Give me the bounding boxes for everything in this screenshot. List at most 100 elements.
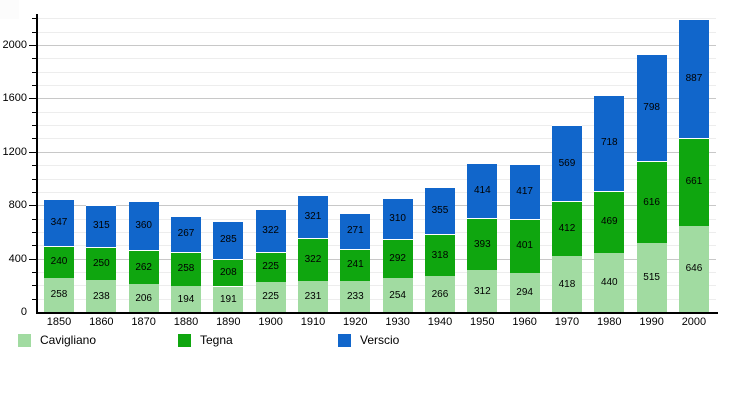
bar-segment-verscio-1960 (509, 163, 540, 220)
bar-value-label: 412 (558, 223, 576, 235)
legend-item-verscio: Verscio (338, 332, 399, 348)
bar-segment-tegna-1870 (128, 249, 159, 285)
bar-value-label: 322 (304, 254, 322, 266)
y-axis-label: 0 (20, 306, 27, 318)
bar-segment-cavigliano-1960 (509, 272, 540, 312)
y-axis-tick (32, 178, 36, 180)
bar-value-label: 312 (473, 285, 491, 297)
y-axis-tick (29, 98, 36, 100)
y-axis-tick (32, 245, 36, 247)
y-axis-tick (32, 138, 36, 140)
bar-segment-tegna-1860 (86, 246, 117, 281)
x-axis-label: 1960 (512, 316, 537, 328)
y-axis-tick (29, 45, 36, 46)
grid-minor-line (38, 285, 716, 287)
bar-value-label: 360 (135, 219, 152, 231)
bar-value-label: 569 (558, 157, 576, 169)
bar-value-label: 258 (50, 289, 68, 301)
y-axis-tick (32, 111, 36, 113)
bar-segment-tegna-1920 (340, 248, 371, 281)
x-axis-label: 2000 (681, 316, 707, 328)
bar-segment-verscio-1980 (594, 94, 625, 191)
grid-minor-line (38, 85, 716, 87)
y-axis-tick (32, 191, 36, 193)
bar-segment-verscio-1920 (340, 212, 371, 249)
x-axis-label: 1900 (258, 316, 283, 328)
x-axis-label: 1970 (554, 316, 580, 328)
y-axis-tick (32, 231, 36, 233)
grid-major-line (38, 45, 716, 46)
bar-segment-verscio-1900 (255, 208, 286, 252)
bar-segment-verscio-2000 (678, 19, 709, 138)
y-axis-tick (32, 58, 36, 60)
bar-segment-verscio-1970 (551, 125, 582, 202)
bar-value-label: 250 (92, 258, 110, 270)
bar-segment-tegna-1850 (44, 245, 74, 278)
y-axis-label: 800 (8, 199, 27, 212)
grid-major-line (38, 205, 716, 207)
bar-value-label: 225 (262, 291, 279, 303)
bar-value-label: 417 (516, 185, 533, 197)
bar-value-label: 347 (50, 216, 68, 228)
bar-value-label: 238 (92, 290, 110, 302)
bar-value-label: 401 (516, 240, 533, 252)
bar-segment-cavigliano-1990 (636, 243, 667, 312)
bar-segment-cavigliano-1890 (213, 286, 244, 312)
bar-value-label: 285 (219, 234, 237, 246)
bar-value-label: 258 (177, 263, 195, 275)
bar-segment-cavigliano-1870 (128, 284, 159, 312)
bar-segment-verscio-1860 (86, 204, 117, 247)
bar-segment-verscio-1990 (636, 54, 667, 161)
bar-segment-tegna-1930 (382, 239, 413, 279)
bar-segment-cavigliano-1860 (86, 280, 117, 312)
bar-segment-verscio-1940 (424, 186, 455, 235)
verscio-swatch (338, 333, 351, 347)
bar-value-label: 469 (600, 216, 618, 228)
legend-label-verscio: Verscio (360, 333, 400, 347)
grid-major-line (38, 151, 716, 153)
grid-minor-line (38, 111, 716, 113)
grid-major-line (38, 98, 716, 100)
y-axis-label: 1200 (2, 145, 27, 158)
y-axis-tick (32, 218, 36, 220)
bar-value-label: 718 (600, 137, 618, 149)
bar-value-label: 240 (50, 256, 68, 268)
bar-segment-tegna-1910 (297, 238, 328, 282)
x-axis-label: 1980 (597, 316, 622, 328)
bar-value-label: 233 (346, 290, 364, 302)
bar-segment-verscio-1850 (44, 199, 74, 246)
bar-segment-cavigliano-1970 (551, 256, 582, 312)
x-axis-label: 1950 (470, 316, 495, 328)
bar-value-label: 414 (473, 184, 491, 196)
grid-minor-line (38, 191, 716, 193)
legend-item-cavigliano: Cavigliano (18, 332, 96, 348)
x-axis-label: 1930 (385, 316, 410, 328)
bar-segment-cavigliano-1930 (382, 278, 413, 312)
y-axis-tick (29, 151, 36, 153)
bar-segment-tegna-1950 (467, 217, 498, 271)
bar-value-label: 315 (92, 220, 110, 232)
y-axis-label: 400 (8, 252, 27, 265)
bar-value-label: 515 (643, 272, 660, 284)
x-axis-label: 1910 (300, 316, 326, 328)
y-axis-tick (32, 71, 36, 73)
grid-minor-line (38, 18, 716, 20)
y-axis-label: 2000 (2, 39, 27, 51)
bar-value-label: 271 (346, 225, 364, 237)
bar-value-label: 194 (177, 293, 195, 305)
bar-value-label: 225 (262, 261, 279, 273)
bar-segment-tegna-2000 (678, 137, 709, 226)
bar-value-label: 322 (262, 224, 279, 236)
bar-segment-cavigliano-1910 (297, 281, 328, 312)
bar-value-label: 321 (304, 211, 322, 223)
bar-segment-verscio-1910 (297, 195, 328, 239)
cavigliano-swatch (18, 333, 31, 347)
bar-segment-cavigliano-1900 (255, 281, 286, 312)
bar-segment-cavigliano-1920 (340, 280, 371, 312)
bar-segment-tegna-1970 (551, 201, 582, 257)
bar-segment-tegna-1880 (170, 251, 201, 287)
grid-minor-line (38, 298, 716, 300)
y-axis-tick (32, 298, 36, 300)
